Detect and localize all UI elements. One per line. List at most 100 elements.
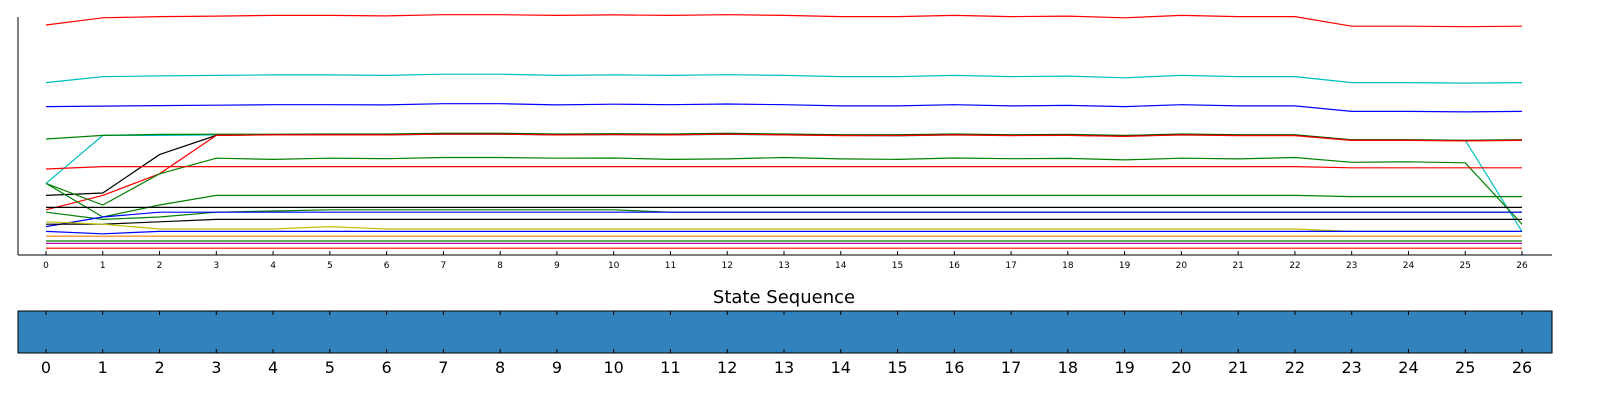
x-tick-label: 14 xyxy=(835,261,847,271)
state-tick-label: 3 xyxy=(211,358,221,377)
state-cell xyxy=(1040,311,1099,353)
x-tick-label: 4 xyxy=(270,261,276,271)
x-tick-label: 25 xyxy=(1460,261,1471,271)
x-tick-label: 26 xyxy=(1516,261,1528,271)
x-tick-label: 10 xyxy=(608,261,620,271)
state-cell xyxy=(245,311,303,353)
line-chart: 0 1 2 3 4 5 6 7 8 9 10 11 12 13 14 15 16 17 18 19 20 21 22 23 24… xyxy=(17,14,1552,271)
series-line-6 xyxy=(45,133,1523,211)
state-cell xyxy=(1324,311,1383,353)
state-tick-label: 9 xyxy=(552,358,562,377)
x-tick-label: 21 xyxy=(1232,261,1243,271)
state-tick-label: 1 xyxy=(98,358,108,377)
state-tick-label: 11 xyxy=(660,358,680,377)
state-tick-label: 24 xyxy=(1398,358,1418,377)
state-tick-label: 4 xyxy=(268,358,278,377)
series-line-11 xyxy=(45,209,1522,221)
x-tick-label: 7 xyxy=(441,261,447,271)
x-tick-label: 1 xyxy=(100,261,106,271)
state-cell xyxy=(642,311,701,353)
state-tick-label: 6 xyxy=(382,358,392,377)
state-tick-label: 15 xyxy=(887,358,907,377)
series-line-15 xyxy=(45,230,1522,235)
state-tick-label: 13 xyxy=(774,358,794,377)
state-cell xyxy=(1438,311,1496,353)
state-cell-group xyxy=(18,311,1553,353)
state-tick-label: 21 xyxy=(1228,358,1248,377)
series-line-9 xyxy=(45,182,1522,218)
series-line-13 xyxy=(46,218,1522,225)
state-tick-label: 14 xyxy=(831,358,851,377)
state-sequence-chart: State Sequence 0 1 2 3 4 5 6 7 8 9 10 11 12 13 14 15 16 1… xyxy=(17,287,1553,377)
x-tick-label: 13 xyxy=(778,261,789,271)
state-cell xyxy=(188,311,246,353)
state-tick-label: 26 xyxy=(1512,358,1532,377)
state-tick-label: 22 xyxy=(1285,358,1305,377)
state-cell xyxy=(1381,311,1439,353)
x-tick-label: 12 xyxy=(722,261,733,271)
state-tick-label: 8 xyxy=(495,358,505,377)
state-cell xyxy=(302,311,360,353)
line-series-group xyxy=(45,14,1523,249)
state-sequence-title: State Sequence xyxy=(713,287,855,308)
state-tick-label: 17 xyxy=(1001,358,1021,377)
state-tick-label: 12 xyxy=(717,358,737,377)
x-tick-label: 17 xyxy=(1005,261,1016,271)
state-tick-label: 25 xyxy=(1455,358,1475,377)
state-cell xyxy=(983,311,1042,353)
x-tick-label: 19 xyxy=(1119,261,1131,271)
x-tick-label: 16 xyxy=(949,261,961,271)
x-tick-label: 9 xyxy=(554,261,560,271)
state-tick-label: 16 xyxy=(944,358,964,377)
state-cell xyxy=(813,311,871,353)
state-cell xyxy=(927,311,985,353)
x-tick-label: 15 xyxy=(892,261,903,271)
series-line-2 xyxy=(45,103,1523,113)
x-tick-label: 23 xyxy=(1346,261,1357,271)
x-tick-label: 5 xyxy=(327,261,333,271)
series-line-7 xyxy=(45,156,1523,225)
state-cell xyxy=(1097,311,1155,353)
series-line-5 xyxy=(45,133,1523,196)
state-cell xyxy=(358,311,417,353)
x-tick-label: 11 xyxy=(665,261,676,271)
state-cell xyxy=(529,311,587,353)
state-tick-label: 18 xyxy=(1058,358,1078,377)
state-tick-label: 0 xyxy=(41,358,51,377)
state-cell xyxy=(1211,311,1269,353)
x-tick-label: 18 xyxy=(1062,261,1074,271)
state-cell xyxy=(1154,311,1212,353)
state-tick-label: 7 xyxy=(438,358,448,377)
x-tick-label: 22 xyxy=(1289,261,1300,271)
series-line-0 xyxy=(45,14,1523,28)
x-tick-label: 6 xyxy=(384,261,390,271)
state-cell xyxy=(699,311,758,353)
state-cell xyxy=(131,311,190,353)
state-cell xyxy=(415,311,474,353)
series-line-1 xyxy=(45,73,1523,84)
x-tick-label: 3 xyxy=(213,261,219,271)
x-tick-label: 2 xyxy=(157,261,163,271)
x-tick-group: 0 1 2 3 4 5 6 7 8 9 10 11 12 13 14 15 16 17 18 19 20 21 22 23 24… xyxy=(43,251,1528,271)
state-cell xyxy=(18,311,76,353)
state-tick-label: 23 xyxy=(1342,358,1362,377)
x-tick-label: 24 xyxy=(1403,261,1415,271)
state-cell xyxy=(1267,311,1326,353)
state-cell xyxy=(74,311,133,353)
state-tick-label: 20 xyxy=(1171,358,1191,377)
x-tick-label: 20 xyxy=(1176,261,1188,271)
state-tick-label: 10 xyxy=(604,358,624,377)
series-line-8 xyxy=(45,166,1522,170)
state-tick-label: 2 xyxy=(154,358,164,377)
state-cell xyxy=(586,311,644,353)
series-line-3 xyxy=(45,133,1523,232)
series-line-14 xyxy=(45,221,1522,232)
state-cell xyxy=(1495,311,1553,353)
state-cell xyxy=(756,311,814,353)
state-cell xyxy=(870,311,928,353)
state-tick-label: 5 xyxy=(325,358,335,377)
state-frame xyxy=(17,310,1553,354)
series-line-12 xyxy=(45,211,1522,228)
